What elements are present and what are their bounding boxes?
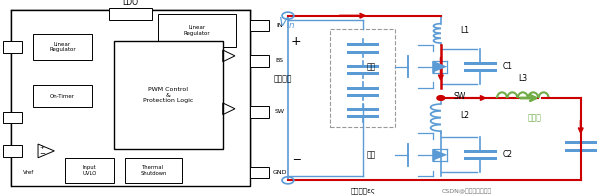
- Text: C2: C2: [503, 150, 513, 159]
- Bar: [114, 41, 223, 149]
- Bar: [158, 14, 236, 47]
- Text: IN: IN: [276, 23, 283, 28]
- Text: 滤波电容: 滤波电容: [273, 74, 292, 83]
- Text: Linear
Regulator: Linear Regulator: [184, 25, 210, 36]
- Text: SW: SW: [275, 109, 285, 114]
- Text: L2: L2: [460, 111, 469, 120]
- Text: L1: L1: [460, 26, 469, 35]
- Text: L3: L3: [518, 74, 527, 83]
- Text: On-Timer: On-Timer: [50, 93, 75, 99]
- Bar: [65, 158, 114, 183]
- Text: −: −: [39, 151, 45, 157]
- Bar: [250, 106, 269, 118]
- Text: Thermal
Shutdown: Thermal Shutdown: [140, 165, 167, 176]
- Text: +: +: [291, 35, 301, 48]
- Text: SW: SW: [454, 92, 466, 101]
- Bar: [250, 20, 269, 31]
- Bar: [250, 55, 269, 67]
- Bar: [3, 112, 21, 123]
- Bar: [3, 145, 21, 157]
- Bar: [33, 85, 93, 107]
- Text: 断开: 断开: [367, 150, 376, 159]
- Bar: [109, 8, 152, 20]
- Polygon shape: [433, 61, 447, 73]
- Text: Input
UVLO: Input UVLO: [82, 165, 97, 176]
- Bar: [3, 41, 21, 53]
- Text: 走线电感ες: 走线电感ες: [350, 188, 376, 194]
- Text: BS: BS: [276, 58, 284, 63]
- Bar: [33, 34, 93, 60]
- Text: GND: GND: [273, 170, 287, 175]
- Text: ─: ─: [293, 154, 300, 164]
- Text: C1: C1: [503, 62, 513, 71]
- Text: Vref: Vref: [23, 170, 35, 175]
- Text: 导通: 导通: [367, 62, 376, 71]
- Bar: [330, 29, 395, 127]
- Text: LDO: LDO: [122, 0, 139, 7]
- Text: 恒流源: 恒流源: [528, 113, 541, 122]
- Text: Linear
Regulator: Linear Regulator: [49, 42, 76, 53]
- Text: $V_{in}$: $V_{in}$: [278, 16, 296, 31]
- Polygon shape: [433, 149, 447, 161]
- Text: +: +: [40, 145, 45, 150]
- Text: CSDN@爱搞研究的阿哤: CSDN@爱搞研究的阿哤: [442, 188, 492, 194]
- Bar: [11, 10, 250, 186]
- Circle shape: [437, 96, 445, 100]
- Bar: [250, 167, 269, 178]
- Bar: [125, 158, 182, 183]
- Text: PWM Control
&
Protection Logic: PWM Control & Protection Logic: [143, 87, 193, 103]
